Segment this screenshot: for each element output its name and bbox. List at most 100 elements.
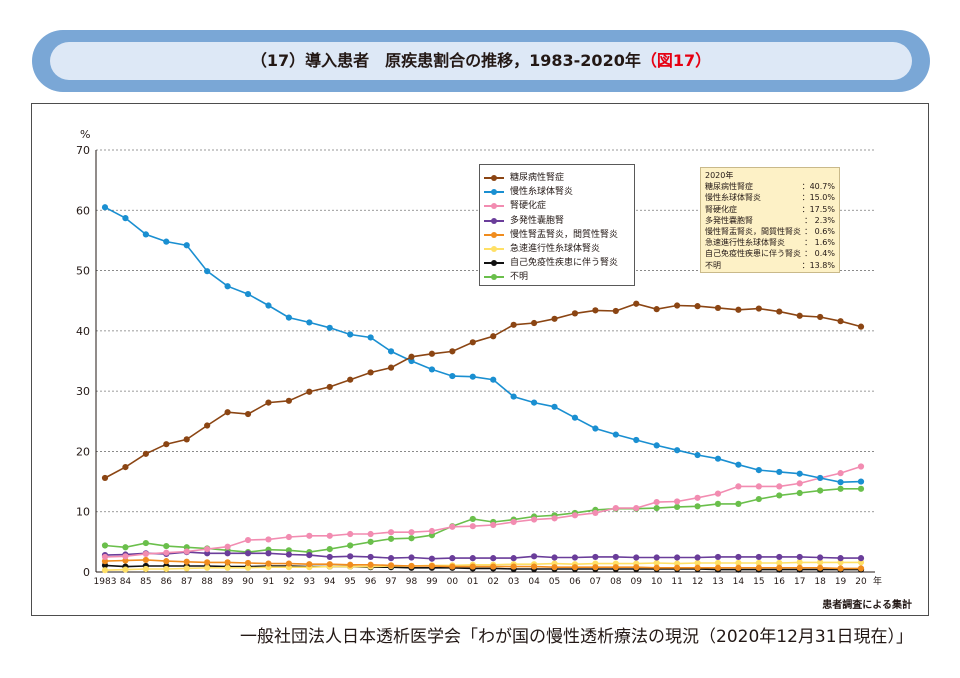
data-point [694,494,701,501]
summary-label: 腎硬化症 [705,204,737,214]
data-point [224,550,231,557]
summary-value: ：15.0% [801,193,835,203]
data-point [653,498,660,506]
x-tick-label: 03 [508,577,519,587]
data-point [122,566,129,573]
data-point [122,464,129,471]
data-point [449,555,456,562]
data-point [265,302,272,309]
summary-row: 急速進行性糸球体腎炎 ： 1.6% [705,237,835,248]
data-point [285,314,292,321]
data-point [755,483,762,490]
data-point [530,516,538,523]
data-point [387,535,395,542]
data-point [796,480,803,487]
data-point [469,339,476,346]
data-point [183,558,190,565]
summary-title: 2020年 [705,171,734,180]
data-point [306,532,313,539]
data-point [776,564,783,571]
data-point [347,376,354,383]
data-point [265,536,272,543]
title-banner: （17）導入患者 原疾患割合の推移，1983-2020年（図17） [32,30,930,92]
data-point [714,500,722,507]
chart-title: （17）導入患者 原疾患割合の推移，1983-2020年 [250,51,641,70]
x-axis-label: 年 [873,575,882,587]
x-tick-label: 97 [385,577,396,587]
summary-row: 糖尿病性腎症 ：40.7% [705,181,835,192]
legend-marker [491,203,497,210]
data-point [837,565,844,572]
data-point [490,333,497,340]
data-point [367,561,374,568]
data-point [306,561,313,568]
data-point [142,539,149,547]
series-line [104,564,861,571]
x-tick-label: 01 [467,577,478,587]
legend-marker [491,260,497,267]
data-point [367,369,374,376]
data-point [653,554,660,561]
x-tick-label: 16 [774,577,786,587]
data-point [326,545,333,553]
legend-label: 急速進行性糸球体腎炎 [510,244,601,254]
legend-label: 不明 [510,272,529,283]
x-tick-label: 96 [365,577,377,587]
summary-2020-box: 2020年 糖尿病性腎症 ：40.7% 慢性糸球体腎炎 ：15.0% 腎硬化症 ：17.5%… [700,167,840,273]
data-point [469,563,476,570]
x-tick-label: 09 [631,577,643,587]
data-point [592,307,599,314]
data-point [776,483,783,490]
summary-row: 腎硬化症 ：17.5% [705,204,835,215]
x-tick-label: 98 [406,577,418,587]
summary-row: 慢性腎盂腎炎，間質性腎炎： 0.6% [705,226,835,237]
data-point [122,215,129,222]
data-point [408,562,415,570]
figure-label: （図17） [640,51,712,70]
x-tick-label: 05 [549,577,560,587]
data-point [367,530,374,538]
x-tick-label: 06 [569,577,581,587]
data-point [163,558,170,565]
data-point [755,305,762,312]
data-point [817,474,824,482]
data-point [776,553,783,561]
y-tick-label: 10 [76,506,90,519]
data-point [714,559,722,567]
data-point [387,348,395,355]
data-point [653,504,660,512]
y-tick-label: 0 [83,566,90,579]
data-point [244,564,252,571]
data-point [306,552,313,559]
x-tick-label: 00 [447,577,459,587]
x-tick-label: 99 [426,577,438,587]
data-point [633,436,640,444]
data-point [347,553,354,560]
data-point [551,564,558,571]
data-point [796,559,803,566]
data-point [735,553,742,561]
series-line [104,561,861,571]
title-banner-inner: （17）導入患者 原疾患割合の推移，1983-2020年（図17） [50,42,912,80]
data-point [612,504,619,512]
x-tick-label: 88 [201,577,213,587]
legend-label: 慢性腎盂腎炎，間質性腎炎 [510,229,619,240]
data-point [633,564,640,571]
data-point [735,306,742,313]
data-point [101,474,109,482]
legend-marker [491,231,497,238]
data-point [551,403,558,410]
data-point [510,518,517,526]
x-tick-label: 11 [671,577,682,587]
data-point [612,307,619,315]
data-point [694,451,701,459]
data-point [244,550,252,557]
series-line [104,487,861,553]
x-tick-label: 15 [753,577,764,587]
data-point [142,450,149,457]
x-tick-label: 07 [590,577,601,587]
data-point [551,554,558,561]
data-point [469,523,476,530]
data-point [817,487,824,494]
data-point [122,553,129,560]
